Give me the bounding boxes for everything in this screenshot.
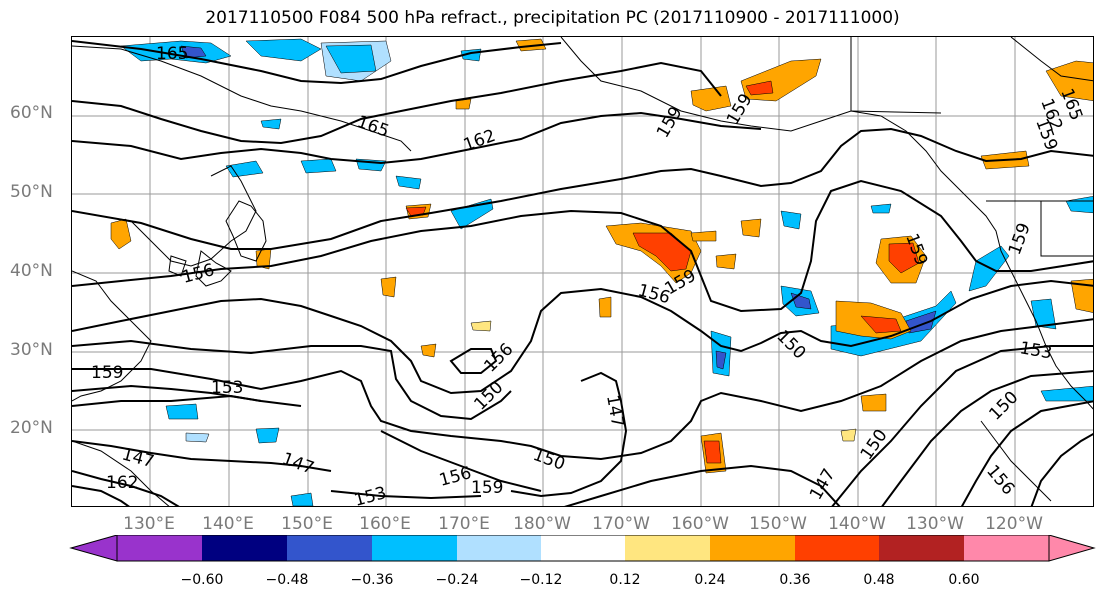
colorbar-segment	[1048, 535, 1096, 562]
colorbar-segment	[69, 535, 118, 562]
map-panel: 165 165 162 159 159 162 165 159 159 156 …	[71, 36, 1094, 507]
colorbar-tick: 0.48	[863, 572, 895, 588]
contour-label: 147	[120, 445, 157, 473]
coastlines	[72, 37, 1093, 506]
colorbar-segment	[541, 535, 625, 561]
colorbar-tick: 0.12	[609, 572, 641, 588]
lon-label-140w: 140°W	[828, 514, 886, 534]
colorbar-tick: −0.36	[350, 572, 394, 588]
contour-label: 153	[352, 483, 389, 507]
colorbar-segment	[795, 535, 879, 561]
graticule	[72, 37, 1093, 506]
precip-positive-shading	[110, 38, 1093, 474]
precip-negative-shading	[120, 38, 1093, 506]
contour-label: 162	[106, 473, 138, 493]
lon-label-120w: 120°W	[985, 514, 1043, 534]
contour-label: 153	[211, 378, 243, 398]
colorbar-segment	[879, 535, 964, 561]
colorbar-tick: 0.60	[948, 572, 980, 588]
map-title: 2017110500 F084 500 hPa refract., precip…	[205, 8, 900, 28]
lat-label-30n: 30°N	[10, 340, 53, 360]
lon-label-130w: 130°W	[906, 514, 964, 534]
lon-label-160e: 160°E	[359, 514, 411, 534]
colorbar-tick: −0.12	[519, 572, 563, 588]
lat-label-20n: 20°N	[10, 418, 53, 438]
colorbar-tick: 0.36	[779, 572, 811, 588]
lon-label-170e: 170°E	[438, 514, 490, 534]
lon-label-130e: 130°E	[123, 514, 175, 534]
contour-label: 156	[437, 463, 474, 491]
colorbar-segment	[372, 535, 457, 561]
contour-label: 153	[1018, 338, 1053, 363]
colorbar-tick: −0.24	[435, 572, 479, 588]
colorbar-segment	[710, 535, 795, 561]
colorbar-segment	[117, 535, 202, 561]
contour-label: 159	[91, 363, 123, 383]
colorbar-segment	[625, 535, 710, 561]
colorbar-tick: −0.60	[180, 572, 224, 588]
colorbar-segment	[287, 535, 372, 561]
colorbar-outline	[116, 535, 1050, 562]
lat-label-60n: 60°N	[10, 103, 53, 123]
colorbar-segment	[457, 535, 541, 561]
contour-label: 150	[530, 445, 567, 475]
contour-label-group: 165 165 162 159 159 162 165 159 159 156 …	[91, 44, 1086, 507]
colorbar	[69, 535, 1096, 562]
contour-label: 147	[279, 449, 316, 479]
colorbar-segment	[964, 535, 1049, 561]
lon-label-150e: 150°E	[281, 514, 333, 534]
contour-label: 150	[470, 377, 507, 414]
lon-label-140e: 140°E	[202, 514, 254, 534]
contour-label: 147	[806, 465, 840, 503]
contour-label: 162	[461, 126, 498, 156]
lon-label-160w: 160°W	[671, 514, 729, 534]
lon-label-170w: 170°W	[592, 514, 650, 534]
contour-label: 150	[985, 387, 1022, 424]
colorbar-tick: −0.48	[265, 572, 309, 588]
lon-label-150w: 150°W	[749, 514, 807, 534]
colorbar-tick: 0.24	[694, 572, 726, 588]
contour-label: 159	[471, 478, 503, 498]
contour-label: 159	[1005, 220, 1035, 257]
lat-label-50n: 50°N	[10, 182, 53, 202]
refractivity-contours	[72, 40, 1093, 506]
map-canvas: 165 165 162 159 159 162 165 159 159 156 …	[72, 37, 1093, 507]
contour-label: 147	[602, 393, 627, 428]
contour-label: 165	[156, 44, 188, 64]
lon-label-180w: 180°W	[513, 514, 571, 534]
colorbar-segment	[202, 535, 287, 561]
contour-label: 159	[653, 103, 687, 141]
contour-label: 156	[982, 461, 1018, 499]
lat-label-40n: 40°N	[10, 261, 53, 281]
